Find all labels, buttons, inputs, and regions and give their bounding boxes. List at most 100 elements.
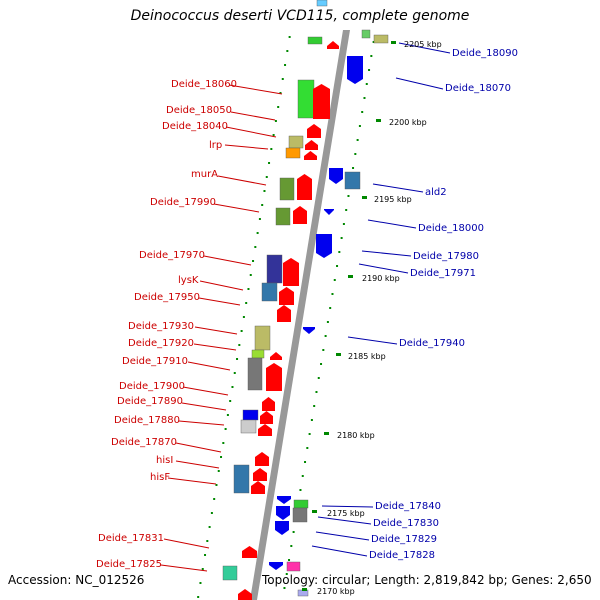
guide-dot	[206, 540, 209, 542]
gene-label-left[interactable]: Deide_17890	[117, 396, 183, 407]
reverse-gene-arrow	[347, 56, 363, 84]
guide-dot	[197, 596, 200, 598]
gene-label-left[interactable]: hisI	[156, 455, 173, 466]
forward-gene-arrow	[279, 287, 294, 305]
callout-line-left	[160, 564, 208, 572]
gene-label-left[interactable]: Deide_17990	[150, 197, 216, 208]
gene-label-left[interactable]: Deide_17970	[139, 250, 205, 261]
guide-dot	[270, 148, 273, 150]
gene-label-left[interactable]: Deide_17880	[114, 415, 180, 426]
gene-label-right[interactable]: Deide_18000	[418, 223, 484, 234]
guide-dot	[215, 484, 218, 486]
gene-label-left[interactable]: lysK	[178, 275, 199, 286]
gene-label-right[interactable]: Deide_17828	[369, 550, 435, 561]
gene-label-right[interactable]: Deide_17830	[373, 518, 439, 529]
gene-label-left[interactable]: Deide_18060	[171, 79, 237, 90]
gene-label-left[interactable]: Deide_17920	[128, 338, 194, 349]
gene-box	[293, 499, 309, 509]
gene-label-left[interactable]: Deide_17825	[96, 559, 162, 570]
gene-box	[292, 507, 308, 523]
callout-line-left	[230, 111, 276, 121]
gene-label-right[interactable]: Deide_17840	[375, 501, 441, 512]
guide-dot	[210, 512, 213, 514]
guide-dot	[231, 386, 234, 388]
guide-dot	[277, 106, 280, 108]
reverse-gene-arrow	[276, 506, 290, 520]
gene-box	[266, 254, 283, 284]
gene-label-left[interactable]: Deide_17831	[98, 533, 164, 544]
gene-label-right[interactable]: Deide_17829	[371, 534, 437, 545]
scale-tick-mark	[324, 432, 329, 435]
scale-tick-label: 2200 kbp	[389, 118, 427, 127]
guide-dot	[368, 69, 371, 71]
gene-label-left[interactable]: lrp	[209, 140, 222, 151]
gene-label-left[interactable]: Deide_17870	[111, 437, 177, 448]
scale-tick-mark	[348, 275, 353, 278]
gene-label-left[interactable]: Deide_17930	[128, 321, 194, 332]
gene-label-left[interactable]: Deide_17900	[119, 381, 185, 392]
scale-tick-label: 2180 kbp	[337, 431, 375, 440]
guide-dot	[238, 344, 241, 346]
gene-label-right[interactable]: Deide_17940	[399, 338, 465, 349]
guide-dot	[342, 223, 345, 225]
callout-line-right	[361, 250, 412, 257]
gene-label-left[interactable]: Deide_17950	[134, 292, 200, 303]
scale-tick-label: 2190 kbp	[362, 274, 400, 283]
forward-gene-arrow	[260, 411, 273, 424]
guide-dot	[322, 349, 325, 351]
genome-backbone	[250, 30, 350, 600]
scale-tick-label: 2175 kbp	[327, 509, 365, 518]
backbone-dot-guides	[197, 36, 375, 598]
guide-dot	[313, 405, 316, 407]
reverse-gene-arrow	[316, 234, 332, 258]
gene-label-right[interactable]: ald2	[425, 187, 447, 198]
gene-box	[251, 349, 265, 359]
gene-label-left[interactable]: Deide_18040	[162, 121, 228, 132]
scale-tick-label: 2205 kbp	[404, 40, 442, 49]
guide-dot	[286, 50, 289, 52]
scale-tick-mark	[302, 588, 307, 591]
forward-gene-arrow	[297, 174, 312, 200]
guide-dot	[292, 531, 295, 533]
gene-label-left[interactable]: Deide_17910	[122, 356, 188, 367]
gene-box	[261, 282, 278, 302]
reverse-gene-arrow	[303, 327, 315, 334]
guide-dot	[285, 573, 288, 575]
guide-dot	[363, 97, 366, 99]
guide-dot	[236, 358, 239, 360]
gene-label-left[interactable]: Deide_18050	[166, 105, 232, 116]
forward-gene-arrow	[266, 363, 282, 391]
guide-dot	[220, 456, 223, 458]
guide-dot	[261, 204, 264, 206]
gene-label-left[interactable]: murA	[191, 169, 218, 180]
forward-gene-arrow	[253, 468, 267, 481]
callout-line-left	[224, 144, 269, 150]
callout-line-left	[213, 203, 260, 213]
scale-tick-marks	[302, 41, 396, 591]
reverse-gene-arrow	[269, 562, 283, 570]
guide-dot	[240, 330, 243, 332]
gene-box	[254, 325, 271, 351]
forward-gene-arrow	[277, 305, 291, 322]
forward-gene-arrow	[327, 41, 339, 49]
guide-dot	[361, 111, 364, 113]
callout-line-right	[317, 516, 372, 525]
gene-label-right[interactable]: Deide_18090	[452, 48, 518, 59]
guide-dot	[247, 288, 250, 290]
scale-tick-label: 2170 kbp	[317, 587, 355, 596]
guide-dot	[226, 414, 229, 416]
gene-label-right[interactable]: Deide_17980	[413, 251, 479, 262]
guide-dot	[252, 260, 255, 262]
gene-label-right[interactable]: Deide_18070	[445, 83, 511, 94]
gene-label-left[interactable]: hisF	[150, 472, 170, 483]
gene-box	[247, 357, 263, 391]
guide-dot	[356, 139, 359, 141]
gene-box	[233, 464, 250, 494]
gene-label-right[interactable]: Deide_17971	[410, 268, 476, 279]
scale-tick-mark	[312, 510, 317, 513]
map-title: Deinococcus deserti VCD115, complete gen…	[130, 8, 470, 24]
guide-dot	[354, 153, 357, 155]
guide-dot	[283, 587, 286, 589]
gene-box	[275, 207, 291, 226]
forward-gene-arrow	[313, 84, 330, 119]
